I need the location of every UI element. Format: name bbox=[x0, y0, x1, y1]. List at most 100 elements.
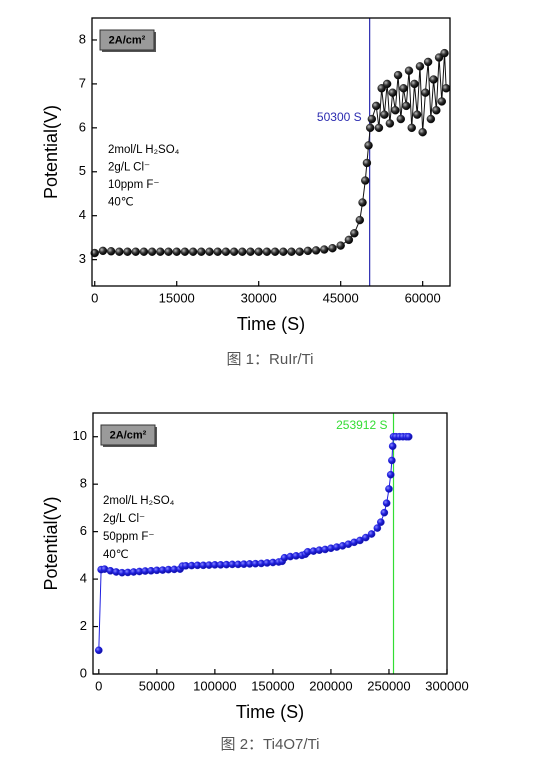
label-box bbox=[99, 29, 155, 51]
data-point bbox=[254, 247, 263, 256]
chart: 3 4 5 6 7 8 0 15000 30000 45000 60000 Time (S) Poten… bbox=[41, 17, 451, 368]
data-point bbox=[373, 524, 382, 532]
data-point bbox=[388, 442, 397, 451]
condition-note: 2g/L Cl⁻ bbox=[103, 513, 145, 525]
data-point bbox=[421, 88, 430, 97]
x-tick-label: 50000 bbox=[139, 678, 175, 693]
y-tick-label: 4 bbox=[80, 571, 87, 586]
data-point bbox=[180, 247, 190, 256]
data-point bbox=[380, 110, 389, 119]
y-tick-label: 5 bbox=[79, 163, 86, 178]
y-tick-label: 0 bbox=[80, 665, 87, 680]
data-point bbox=[295, 247, 304, 256]
x-axis-title: Time (S) bbox=[236, 702, 304, 722]
data-point bbox=[372, 101, 381, 111]
x-tick-label: 0 bbox=[91, 290, 98, 305]
data-point bbox=[396, 114, 406, 124]
x-tick-label: 150000 bbox=[251, 678, 294, 693]
condition-note: 50ppm F⁻ bbox=[103, 531, 154, 543]
plot-frame bbox=[91, 17, 451, 287]
data-point bbox=[238, 247, 247, 256]
data-point bbox=[437, 97, 447, 106]
data-point bbox=[432, 106, 441, 115]
y-tick-label: 4 bbox=[79, 207, 86, 222]
data-point bbox=[205, 247, 214, 256]
data-point bbox=[382, 499, 391, 507]
data-point bbox=[172, 247, 181, 256]
data-point bbox=[385, 485, 393, 493]
data-point bbox=[413, 110, 422, 119]
data-point bbox=[385, 119, 395, 128]
data-point bbox=[147, 247, 157, 256]
x-tick-label: 45000 bbox=[323, 290, 359, 305]
data-point bbox=[377, 518, 385, 526]
label-box-text: 2A/cm² bbox=[109, 34, 146, 46]
data-point bbox=[270, 247, 280, 256]
x-tick-label: 60000 bbox=[405, 290, 441, 305]
data-point bbox=[388, 88, 397, 97]
data-point bbox=[328, 244, 337, 253]
data-point bbox=[188, 247, 198, 256]
data-point bbox=[423, 57, 433, 67]
plot-frame bbox=[92, 412, 448, 675]
data-point bbox=[336, 241, 345, 250]
figure-caption: 图 2：Ti4O7/Ti bbox=[221, 736, 320, 753]
y-axis-title: Potential(V) bbox=[41, 496, 61, 590]
plot-area bbox=[93, 413, 447, 674]
data-point bbox=[434, 53, 444, 62]
data-point bbox=[115, 247, 124, 256]
data-point bbox=[355, 215, 365, 225]
y-tick-label: 3 bbox=[79, 251, 86, 266]
y-tick-label: 6 bbox=[79, 119, 86, 134]
data-point bbox=[90, 248, 99, 258]
chart: 0 2 4 6 8 10 0 50000 100000 150000 200000 250000 300… bbox=[41, 412, 469, 753]
data-point bbox=[404, 432, 413, 441]
label-box bbox=[100, 424, 156, 446]
data-point bbox=[402, 101, 411, 111]
data-point bbox=[279, 247, 288, 256]
data-point bbox=[399, 84, 408, 93]
data-point bbox=[418, 128, 427, 137]
marker-label: 253912 S bbox=[336, 418, 387, 432]
data-point bbox=[407, 123, 416, 133]
data-point bbox=[221, 247, 231, 256]
data-point bbox=[367, 114, 377, 124]
y-tick-label: 8 bbox=[79, 31, 86, 46]
data-point bbox=[98, 246, 108, 256]
data-point bbox=[362, 158, 372, 168]
data-point bbox=[440, 48, 449, 58]
x-tick-label: 200000 bbox=[309, 678, 352, 693]
data-point bbox=[366, 123, 375, 133]
data-point bbox=[388, 456, 396, 465]
data-point bbox=[404, 66, 414, 75]
data-point bbox=[164, 247, 173, 256]
x-axis-title: Time (S) bbox=[237, 314, 305, 334]
data-point bbox=[246, 247, 255, 256]
condition-note: 2mol/L H₂SO₄ bbox=[103, 495, 175, 507]
y-tick-label: 10 bbox=[73, 428, 87, 443]
y-tick-label: 6 bbox=[80, 523, 87, 538]
data-point bbox=[361, 176, 370, 185]
data-point bbox=[139, 247, 149, 256]
x-tick-label: 300000 bbox=[425, 678, 468, 693]
data-point bbox=[361, 533, 370, 542]
data-point bbox=[156, 247, 165, 256]
data-point bbox=[393, 70, 403, 80]
data-point bbox=[429, 75, 438, 84]
data-point bbox=[303, 246, 313, 256]
data-point bbox=[441, 84, 451, 93]
data-point bbox=[95, 646, 103, 655]
condition-note: 40℃ bbox=[108, 197, 134, 209]
x-tick-label: 30000 bbox=[241, 290, 277, 305]
label-box-text: 2A/cm² bbox=[110, 429, 147, 441]
figure-caption: 图 1：RuIr/Ti bbox=[227, 351, 314, 368]
data-point bbox=[391, 106, 400, 115]
data-point bbox=[229, 247, 239, 256]
marker-label: 50300 S bbox=[317, 110, 362, 124]
data-point bbox=[410, 79, 419, 89]
data-point bbox=[106, 247, 116, 256]
data-point bbox=[123, 247, 132, 256]
y-axis-title: Potential(V) bbox=[41, 105, 61, 199]
